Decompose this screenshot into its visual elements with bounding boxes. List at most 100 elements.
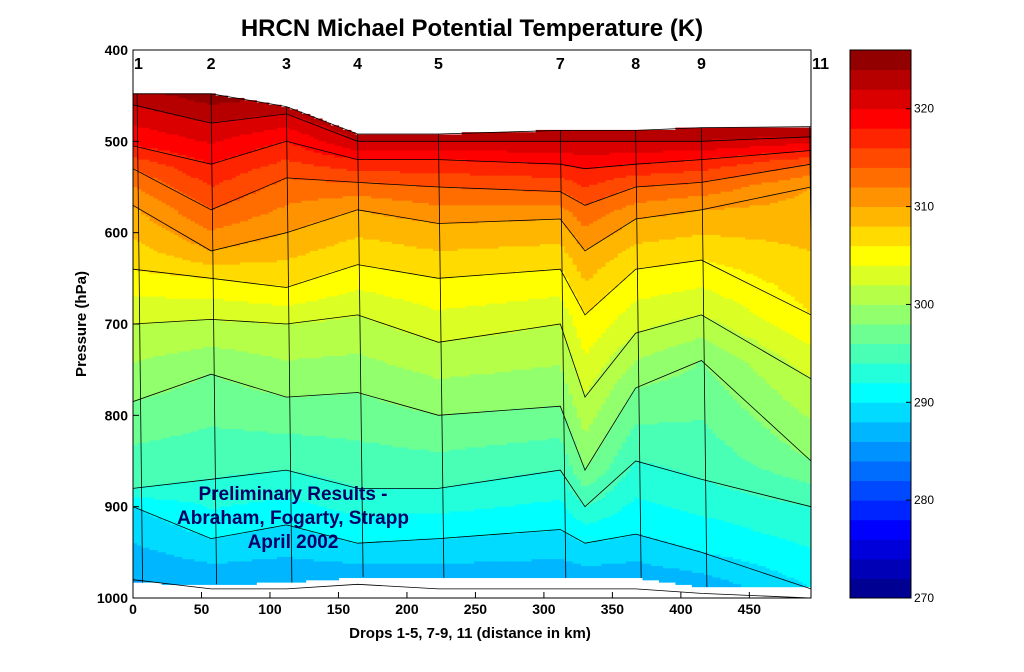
contour-cell [695,209,701,236]
contour-cell [235,102,241,120]
contour-cell [215,264,220,279]
contour-cell [272,164,278,186]
contour-cell [215,104,220,124]
contour-cell [782,180,787,202]
contour-cell [194,561,200,585]
contour-cell [720,324,726,350]
contour-cell [153,129,159,149]
contour-cell [461,205,467,225]
contour-cell [716,438,722,487]
contour-cell [564,141,570,154]
contour-cell [157,499,163,519]
contour-cell [424,159,430,174]
contour-cell [379,159,385,172]
contour-cell [276,234,282,261]
contour-cell [560,559,566,579]
contour-cell [400,184,405,202]
contour-cell [658,129,664,142]
contour-cell [289,129,294,145]
contour-cell [268,355,274,394]
contour-cell [428,339,434,378]
contour-cell [704,209,709,236]
contour-cell [338,182,344,200]
contour-cell [227,180,233,204]
contour-cell [601,333,607,368]
contour-cell [198,534,204,563]
contour-cell [338,127,344,133]
contour-cell [330,155,335,170]
contour-cell [511,442,516,478]
contour-cell [280,107,286,115]
contour-cell [215,346,220,378]
contour-cell [408,134,414,142]
contour-cell [580,543,586,567]
contour-cell [289,177,294,204]
contour-cell [802,127,808,138]
contour-cell [326,536,331,563]
contour-cell [634,244,640,270]
contour-cell [502,303,508,334]
contour-cell [605,141,611,156]
contour-cell [461,173,467,190]
contour-cell [441,278,446,311]
contour-cell [280,113,286,129]
contour-cell [416,303,422,337]
contour-cell [502,246,508,275]
contour-cell [404,271,409,302]
contour-cell [490,273,496,305]
contour-cell [387,540,393,565]
contour-cell [256,216,261,243]
contour-cell [375,563,381,579]
contour-cell [239,561,245,585]
contour-cell [354,196,360,211]
x-tick-label: 150 [327,601,351,617]
contour-cell [137,488,142,499]
contour-cell [613,419,619,458]
contour-cell [778,538,783,574]
contour-cell [486,132,492,142]
contour-cell [580,390,586,430]
contour-cell [445,141,450,152]
contour-cell [449,511,455,540]
contour-cell [786,577,792,588]
contour-cell [301,435,307,474]
contour-cell [252,132,257,152]
contour-cell [683,317,689,343]
contour-cell [206,143,212,165]
contour-cell [276,285,282,307]
contour-cell [765,152,771,163]
contour-cell [556,559,561,579]
contour-cell [437,415,442,453]
contour-cell [527,504,533,533]
contour-cell [211,346,216,375]
contour-cell [309,116,315,124]
contour-cell [572,495,578,519]
contour-cell [724,351,730,391]
contour-cell [494,273,500,305]
contour-cell [289,143,294,163]
contour-cell [626,205,631,225]
contour-cell [765,127,771,138]
contour-cell [667,239,672,266]
contour-cell [412,141,418,152]
contour-cell [178,387,183,437]
contour-cell [174,556,179,585]
contour-cell [613,287,619,321]
contour-cell [469,189,475,206]
contour-cell [326,438,331,480]
contour-cell [285,305,290,325]
contour-cell [412,371,418,412]
contour-cell [387,403,393,446]
contour-cell [400,134,405,142]
contour-cell [564,454,570,485]
contour-cell [543,367,549,407]
contour-cell [548,559,553,579]
contour-cell [428,223,434,250]
contour-cell [215,228,220,250]
contour-cell [400,218,405,245]
contour-cell [457,511,463,537]
contour-cell [478,141,483,152]
contour-cell [494,141,500,152]
contour-cell [511,476,516,508]
contour-cell [334,271,340,298]
